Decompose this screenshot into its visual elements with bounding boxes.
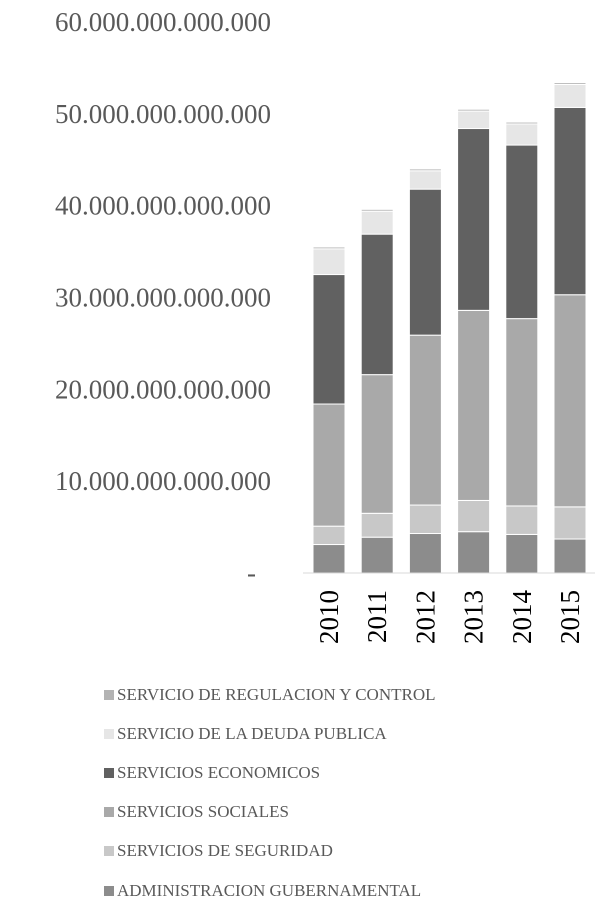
bar-segment-2014-1 <box>505 505 539 535</box>
legend-item: SERVICIOS ECONOMICOS <box>104 753 584 792</box>
bar-segment-2015-4 <box>553 83 587 108</box>
legend-item: SERVICIOS DE SEGURIDAD <box>104 832 584 871</box>
legend-swatch <box>104 728 114 739</box>
bar-segment-2012-2 <box>408 334 442 506</box>
bar-segment-2011-3 <box>360 233 394 376</box>
legend-swatch <box>104 767 114 778</box>
bar-segment-2013-4 <box>457 110 491 130</box>
y-tick-label: 10.000.000.000.000 <box>55 466 271 496</box>
bar-segment-2015-1 <box>553 506 587 540</box>
legend-item: SERVICIO DE LA DEUDA PUBLICA <box>104 714 584 753</box>
y-tick-label: 20.000.000.000.000 <box>55 374 271 404</box>
bar-segment-2013-1 <box>457 499 491 533</box>
y-tick-label: 50.000.000.000.000 <box>55 99 271 129</box>
y-tick-label: 60.000.000.000.000 <box>55 7 271 37</box>
legend-label: SERVICIOS ECONOMICOS <box>117 762 321 782</box>
bar-segment-2010-1 <box>312 525 346 546</box>
legend: SERVICIO DE REGULACION Y CONTROL SERVICI… <box>104 675 584 910</box>
bar-segment-2010-4 <box>312 248 346 276</box>
bar-segment-2015-5 <box>553 82 587 85</box>
bar-segment-2010-0 <box>312 544 346 574</box>
bar-segment-2012-3 <box>408 188 442 336</box>
legend-item: ADMINISTRACION GUBERNAMENTAL <box>104 871 584 910</box>
legend-label: SERVICIO DE LA DEUDA PUBLICA <box>117 723 387 743</box>
bar-segment-2011-2 <box>360 374 394 514</box>
bar-segment-2014-0 <box>505 533 539 574</box>
bar-segment-2014-3 <box>505 144 539 320</box>
x-tick-label: 2011 <box>362 590 392 643</box>
x-axis-ticks: 2010 2011 2012 2013 2014 2015 <box>314 590 585 645</box>
legend-label: ADMINISTRACION GUBERNAMENTAL <box>117 880 422 900</box>
bar-segment-2014-4 <box>505 123 539 146</box>
bar-segment-2012-0 <box>408 533 442 574</box>
y-axis-ticks: - 10.000.000.000.000 20.000.000.000.000 30.… <box>55 7 271 588</box>
bar-segment-2013-3 <box>457 128 491 311</box>
bar-segment-2014-5 <box>505 121 539 125</box>
x-tick-label: 2013 <box>459 590 489 644</box>
bar-segment-2011-4 <box>360 210 394 235</box>
legend-swatch <box>104 846 114 857</box>
x-tick-label: 2012 <box>410 590 440 644</box>
bar-segment-2015-3 <box>553 106 587 296</box>
x-tick-label: 2014 <box>507 590 537 645</box>
legend-swatch <box>104 689 114 700</box>
legend-label: SERVICIOS DE SEGURIDAD <box>117 841 333 861</box>
bar-segment-2010-2 <box>312 403 346 527</box>
bar-segment-2012-5 <box>408 168 442 172</box>
bar-segment-2012-4 <box>408 170 442 190</box>
y-tick-label: 40.000.000.000.000 <box>55 191 271 221</box>
bar-segment-2012-1 <box>408 504 442 535</box>
bar-segment-2014-2 <box>505 318 539 507</box>
legend-label: SERVICIOS SOCIALES <box>117 802 289 822</box>
bar-segment-2010-3 <box>312 274 346 405</box>
bar-segment-2013-0 <box>457 531 491 574</box>
x-tick-label: 2010 <box>314 590 344 644</box>
bar-segment-2015-0 <box>553 538 587 574</box>
bar-segment-2011-5 <box>360 208 394 212</box>
y-tick-label: - <box>247 558 256 588</box>
x-tick-label: 2015 <box>555 590 585 644</box>
legend-swatch <box>104 807 114 818</box>
bars <box>312 82 587 574</box>
legend-label: SERVICIO DE REGULACION Y CONTROL <box>117 684 436 704</box>
legend-item: SERVICIOS SOCIALES <box>104 793 584 832</box>
bar-segment-2013-2 <box>457 309 491 501</box>
bar-segment-2011-1 <box>360 512 394 538</box>
bar-segment-2015-2 <box>553 294 587 508</box>
y-tick-label: 30.000.000.000.000 <box>55 283 271 313</box>
bar-segment-2010-5 <box>312 246 346 250</box>
bar-segment-2013-5 <box>457 108 491 112</box>
legend-item: SERVICIO DE REGULACION Y CONTROL <box>104 675 584 714</box>
bar-segment-2011-0 <box>360 536 394 574</box>
stacked-bar-chart: - 10.000.000.000.000 20.000.000.000.000 30.… <box>55 7 595 645</box>
legend-swatch <box>104 885 114 896</box>
